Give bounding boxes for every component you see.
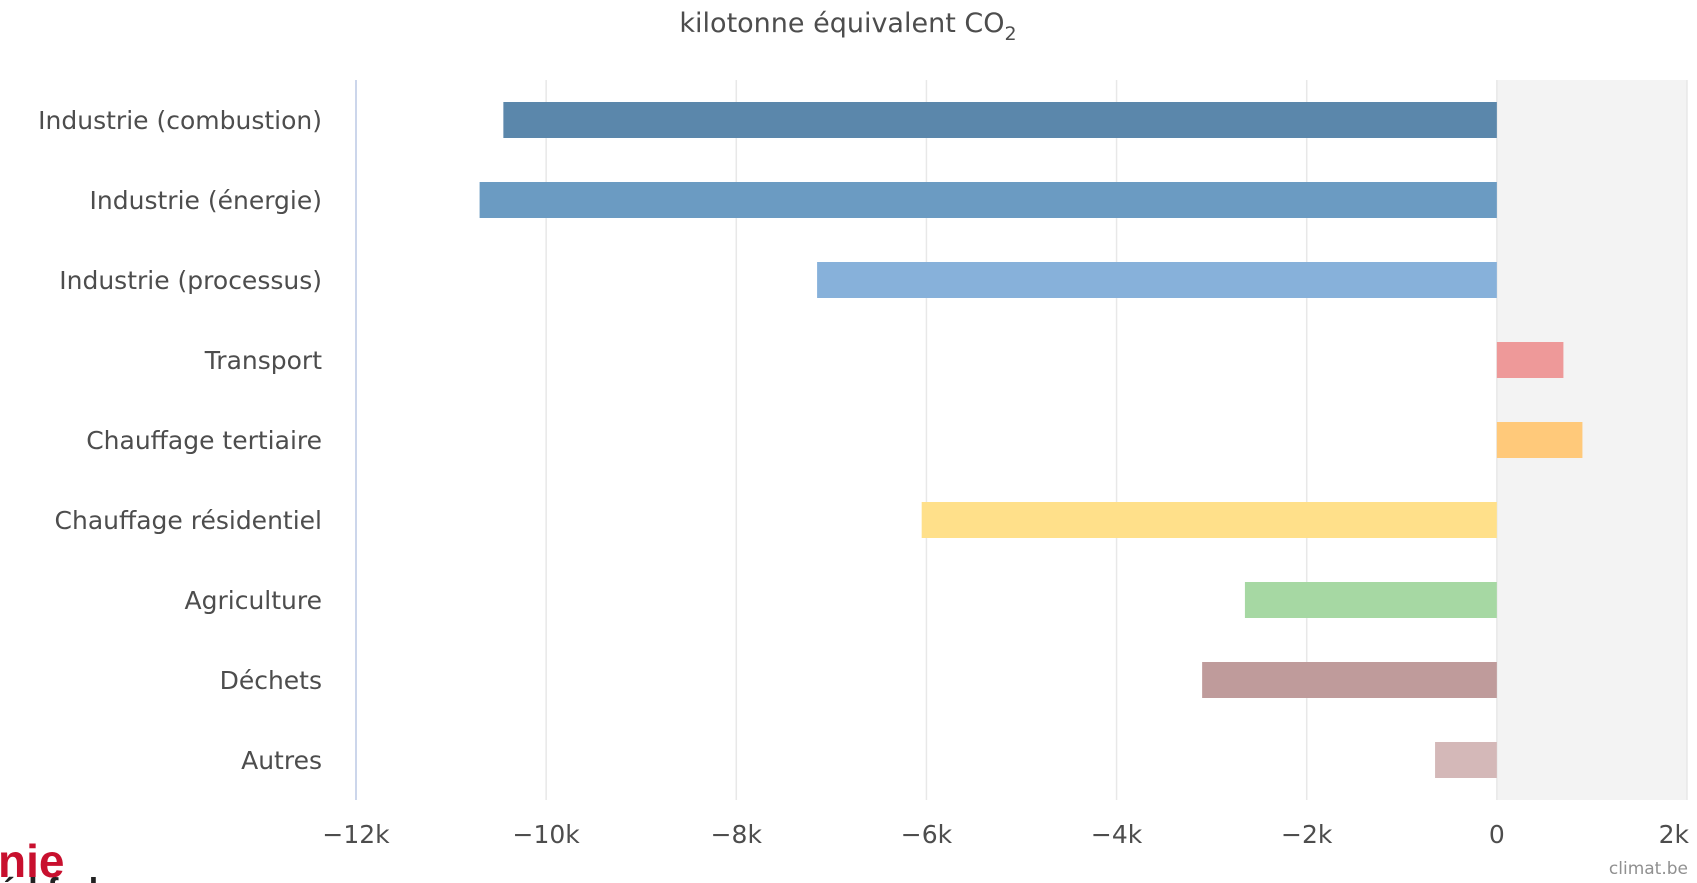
bar[interactable]	[1244, 582, 1497, 618]
x-tick-label: −4k	[1091, 820, 1143, 849]
bar[interactable]	[1435, 742, 1497, 778]
bar[interactable]	[1496, 342, 1564, 378]
category-labels: Industrie (combustion) Industrie (énergie…	[38, 106, 322, 775]
category-label: Industrie (processus)	[59, 266, 322, 295]
x-tick-label: 2k	[1659, 820, 1690, 849]
bar[interactable]	[1496, 422, 1583, 458]
category-label: Transport	[204, 346, 323, 375]
category-label: Industrie (combustion)	[38, 106, 322, 135]
x-tick-label: 0	[1489, 820, 1505, 849]
category-label: Déchets	[220, 666, 322, 695]
x-tick-label: −10k	[513, 820, 581, 849]
chart-title-main: kilotonne équivalent CO	[679, 8, 1004, 39]
x-tick-label: −6k	[901, 820, 953, 849]
x-tick-label: −2k	[1281, 820, 1333, 849]
chart-title: kilotonne équivalent CO2	[679, 8, 1016, 45]
logo-line1: nie	[0, 835, 64, 883]
x-axis-tick-labels: −12k −10k −8k −6k −4k −2k 0 2k	[322, 820, 1689, 849]
category-label: Industrie (énergie)	[90, 186, 322, 215]
credit-text: climat.be	[1609, 859, 1688, 879]
category-label: Chauffage résidentiel	[55, 506, 322, 535]
bar[interactable]	[817, 262, 1497, 298]
x-tick-label: −8k	[711, 820, 763, 849]
svg-text:kilotonne équivalent CO2: kilotonne équivalent CO2	[679, 8, 1016, 45]
category-label: Chauffage tertiaire	[86, 426, 322, 455]
category-label: Agriculture	[185, 586, 323, 615]
logo-line2: éd fed	[0, 872, 98, 883]
bar[interactable]	[503, 102, 1497, 138]
bar[interactable]	[1202, 662, 1497, 698]
chart-title-subscript: 2	[1004, 23, 1016, 45]
bar[interactable]	[921, 502, 1497, 538]
category-label: Autres	[241, 746, 322, 775]
bars	[479, 102, 1583, 778]
logo: nie éd fed	[0, 835, 98, 883]
x-tick-label: −12k	[322, 820, 390, 849]
bar[interactable]	[479, 182, 1497, 218]
